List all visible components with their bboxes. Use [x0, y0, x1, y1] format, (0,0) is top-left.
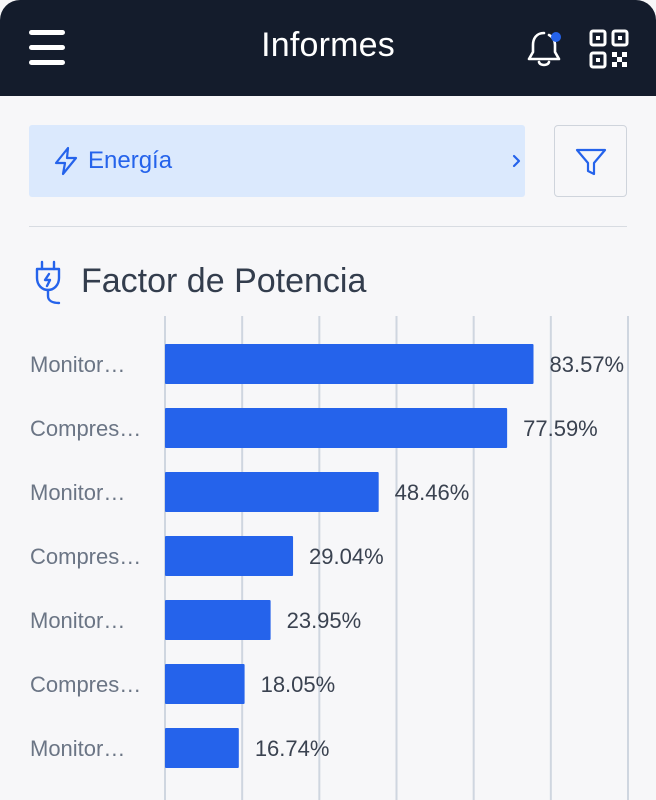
category-label: Energía — [88, 147, 173, 174]
value-label: 18.05% — [261, 672, 336, 697]
app-header: Informes — [0, 0, 656, 96]
bar[interactable] — [165, 408, 508, 448]
category-label: Monitor… — [30, 608, 125, 633]
bolt-icon — [54, 146, 78, 176]
value-label: 16.74% — [255, 736, 330, 761]
section-title: Factor de Potencia — [81, 262, 367, 300]
qr-code-icon[interactable] — [589, 29, 629, 69]
bar[interactable] — [165, 344, 534, 384]
category-label: Monitor… — [30, 352, 125, 377]
plug-icon — [35, 260, 61, 305]
category-selector[interactable]: Energía — [29, 125, 525, 197]
bar[interactable] — [165, 536, 294, 576]
category-label: Compres… — [30, 672, 141, 697]
page-title: Informes — [261, 26, 395, 64]
value-label: 29.04% — [309, 544, 384, 569]
category-label: Monitor… — [30, 480, 125, 505]
filter-icon — [575, 148, 607, 176]
bar[interactable] — [165, 664, 245, 704]
menu-icon[interactable] — [27, 28, 67, 68]
power-factor-chart: Monitor… 83.57% Compres… 77.59% Monitor… 48.4… — [30, 316, 629, 800]
category-label: Compres… — [30, 416, 141, 441]
value-label: 48.46% — [395, 480, 470, 505]
bell-icon[interactable] — [524, 28, 564, 70]
value-label: 77.59% — [523, 416, 598, 441]
filter-button[interactable] — [554, 125, 627, 197]
category-label: Compres… — [30, 544, 141, 569]
divider — [29, 226, 627, 227]
notification-dot — [551, 32, 561, 42]
bar[interactable] — [165, 600, 271, 640]
category-label: Monitor… — [30, 736, 125, 761]
value-label: 23.95% — [287, 608, 362, 633]
value-label: 83.57% — [550, 352, 625, 377]
bar[interactable] — [165, 472, 379, 512]
chevron-right-icon — [512, 154, 521, 168]
bar[interactable] — [165, 728, 239, 768]
